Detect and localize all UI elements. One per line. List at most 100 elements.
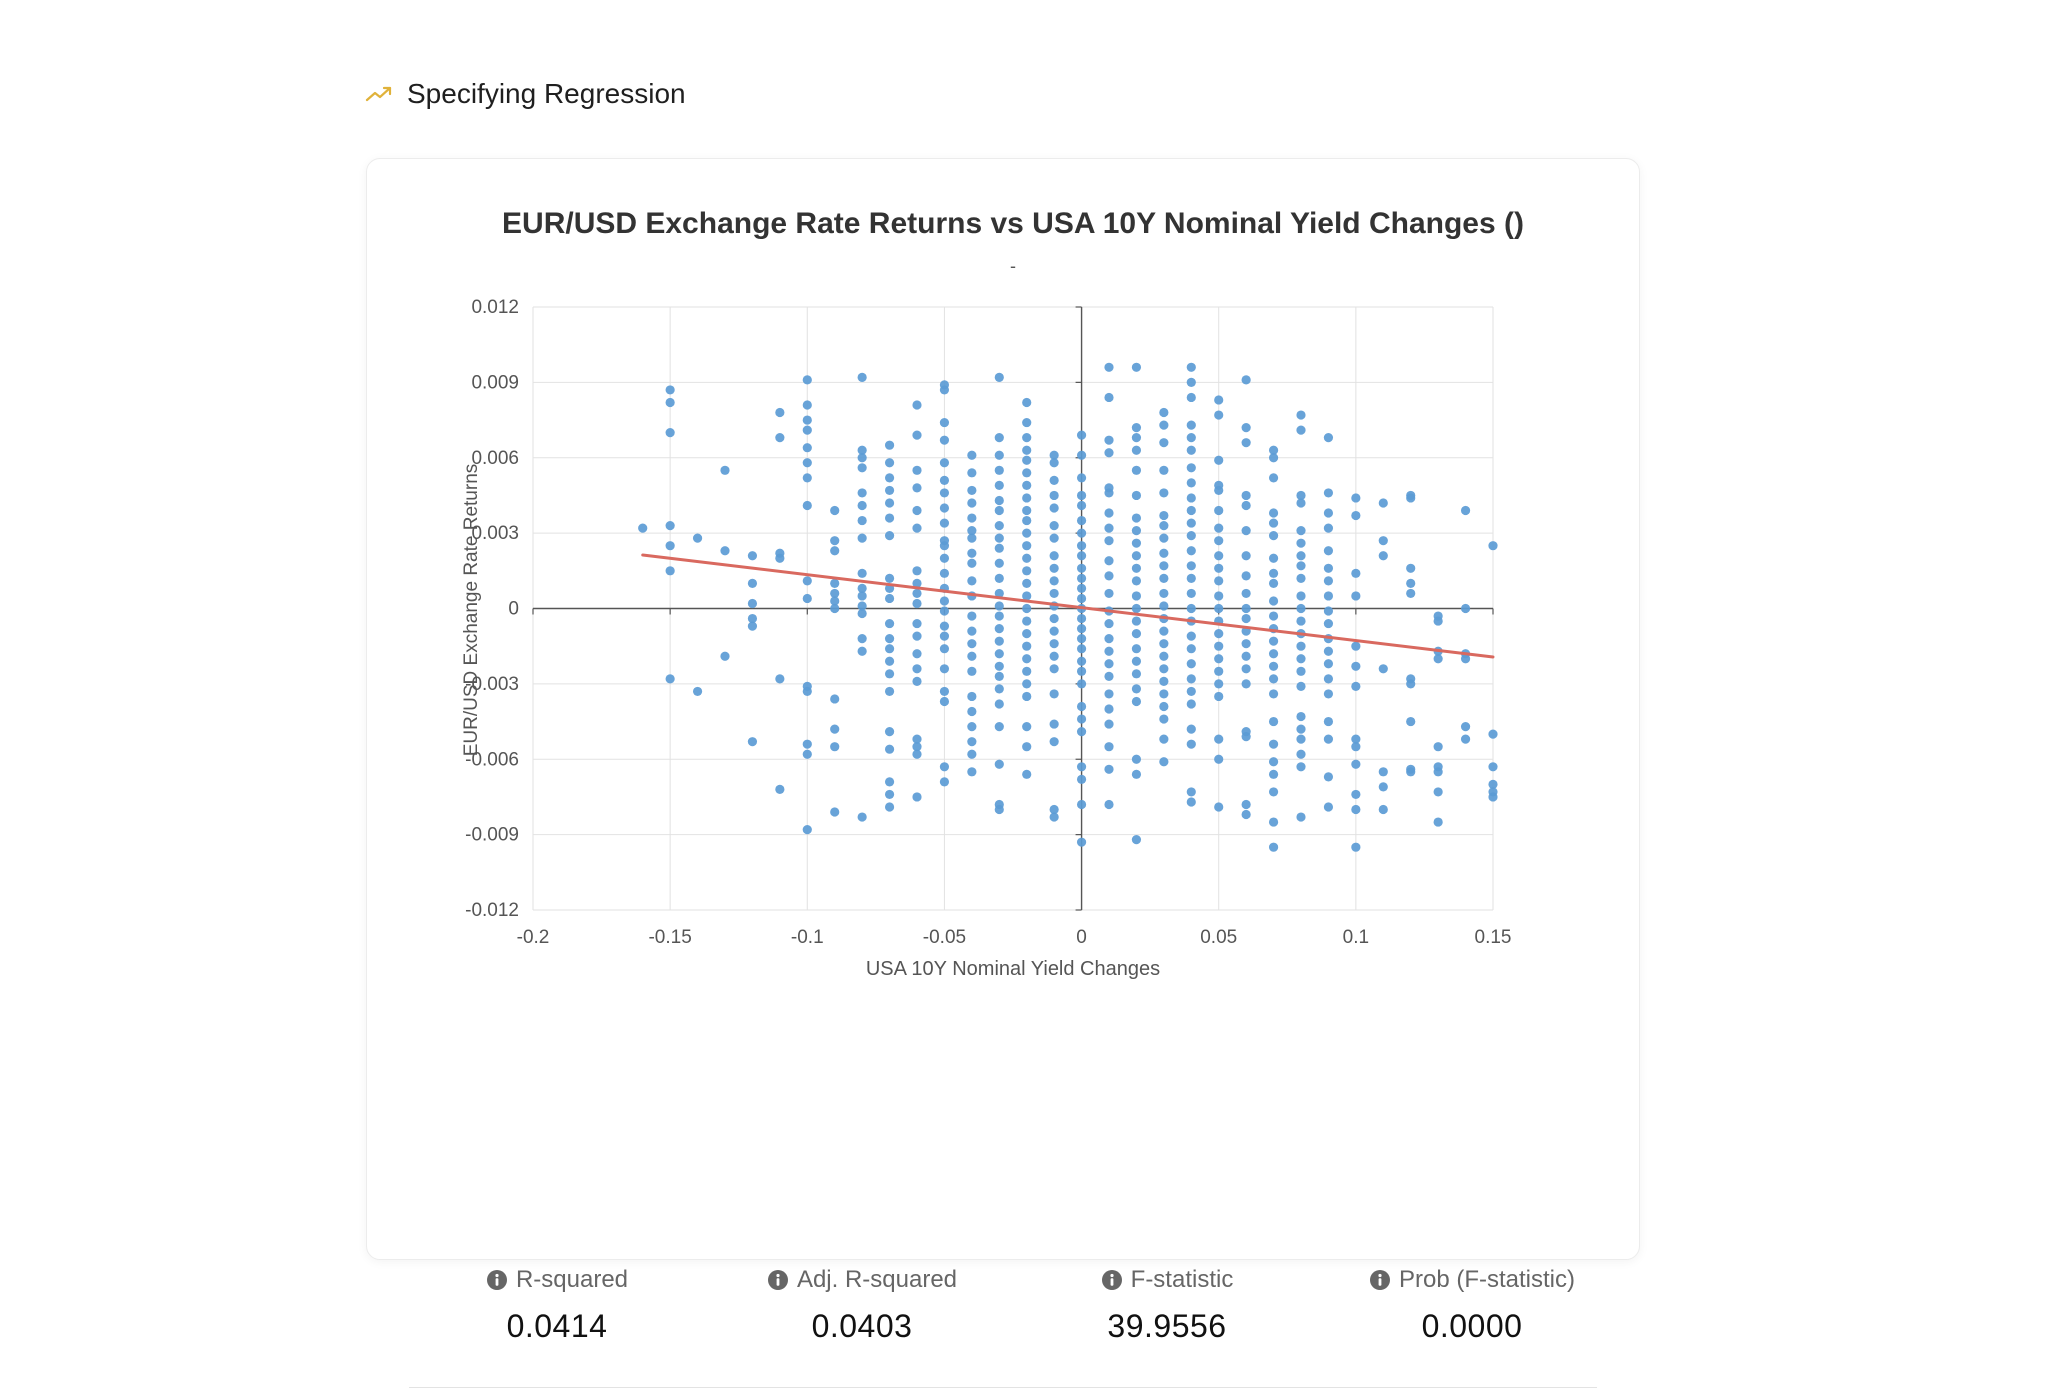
data-point xyxy=(1131,629,1142,639)
x-tick-label: 0.15 xyxy=(1475,927,1512,948)
data-point xyxy=(1131,603,1142,614)
data-point xyxy=(1323,546,1334,556)
data-point xyxy=(994,649,1004,659)
data-point xyxy=(1351,641,1361,651)
axes xyxy=(532,306,1494,911)
data-point xyxy=(939,488,950,498)
data-point xyxy=(1022,553,1032,563)
data-point xyxy=(884,669,895,679)
data-point xyxy=(1022,528,1032,538)
data-point xyxy=(1022,455,1032,465)
data-point xyxy=(939,596,950,606)
data-point xyxy=(830,546,840,556)
data-point xyxy=(775,674,785,684)
data-point xyxy=(1214,505,1224,516)
data-point xyxy=(1131,465,1142,475)
data-point xyxy=(1186,433,1196,443)
data-point xyxy=(912,523,922,533)
stat-value: 39.9556 xyxy=(1107,1308,1227,1344)
info-icon[interactable] xyxy=(767,1269,789,1291)
data-point xyxy=(747,551,758,561)
data-point xyxy=(884,744,895,754)
info-icon[interactable] xyxy=(1369,1269,1391,1291)
data-point xyxy=(967,691,977,702)
data-point xyxy=(994,661,1004,671)
data-point xyxy=(1241,438,1251,448)
data-point xyxy=(1159,714,1169,724)
data-point xyxy=(1241,423,1251,433)
data-point xyxy=(1104,571,1114,581)
data-point xyxy=(884,593,895,604)
data-point xyxy=(994,450,1004,460)
data-point xyxy=(747,737,758,747)
data-point xyxy=(1076,528,1087,538)
data-point xyxy=(857,500,867,511)
data-point xyxy=(1104,799,1114,810)
data-point xyxy=(884,777,895,787)
data-point xyxy=(1049,458,1059,468)
data-point xyxy=(939,458,950,468)
data-point xyxy=(884,513,895,523)
data-point xyxy=(1296,762,1306,772)
data-point xyxy=(884,727,895,737)
data-point xyxy=(1076,573,1087,583)
data-point xyxy=(1186,573,1196,583)
data-point xyxy=(1104,508,1114,518)
info-icon[interactable] xyxy=(1101,1269,1123,1291)
data-point xyxy=(1131,433,1142,443)
data-point xyxy=(1022,433,1032,443)
data-point xyxy=(1214,666,1224,676)
data-point xyxy=(1186,674,1196,684)
data-point xyxy=(830,536,840,546)
data-point xyxy=(1104,704,1114,714)
data-point xyxy=(884,498,895,508)
data-point xyxy=(1076,583,1087,593)
data-point xyxy=(747,598,758,609)
data-point xyxy=(1488,792,1498,802)
data-point xyxy=(1296,561,1306,571)
info-icon[interactable] xyxy=(486,1269,508,1291)
data-point xyxy=(1076,727,1087,737)
data-point xyxy=(1131,551,1142,561)
data-point xyxy=(967,485,977,496)
y-tick-label: -0.012 xyxy=(465,900,519,921)
data-point xyxy=(967,450,977,460)
data-point xyxy=(1022,679,1032,689)
data-point xyxy=(1186,561,1196,571)
data-point xyxy=(1159,664,1169,674)
data-point xyxy=(802,739,812,749)
data-point xyxy=(939,664,950,674)
data-point xyxy=(994,699,1004,709)
data-point xyxy=(1076,551,1087,561)
data-point xyxy=(1076,593,1087,604)
data-point xyxy=(1049,588,1059,599)
data-point xyxy=(994,588,1004,599)
data-point xyxy=(884,618,895,629)
stat-label: Adj. R-squared xyxy=(796,1266,958,1293)
data-point xyxy=(1406,679,1416,689)
data-point xyxy=(1186,531,1196,541)
data-point xyxy=(1241,809,1251,820)
data-point xyxy=(1104,362,1114,372)
data-point xyxy=(1351,510,1361,521)
data-point xyxy=(912,465,922,475)
data-point xyxy=(994,433,1004,443)
stat-label: R-squared xyxy=(515,1266,629,1293)
data-point xyxy=(857,372,867,382)
data-point xyxy=(1268,842,1279,852)
data-point xyxy=(912,566,922,576)
data-point xyxy=(1378,767,1388,777)
data-point xyxy=(1296,573,1306,583)
data-point xyxy=(1186,392,1196,403)
data-point xyxy=(1159,465,1169,475)
data-point xyxy=(967,526,977,536)
data-point xyxy=(775,433,785,443)
data-point xyxy=(1296,551,1306,561)
data-point xyxy=(1296,538,1306,548)
data-point xyxy=(1323,606,1334,616)
y-tick-label: -0.006 xyxy=(465,749,519,770)
data-point xyxy=(1241,526,1251,536)
data-point xyxy=(994,480,1004,490)
data-point xyxy=(1296,490,1306,501)
data-point xyxy=(1131,445,1142,455)
